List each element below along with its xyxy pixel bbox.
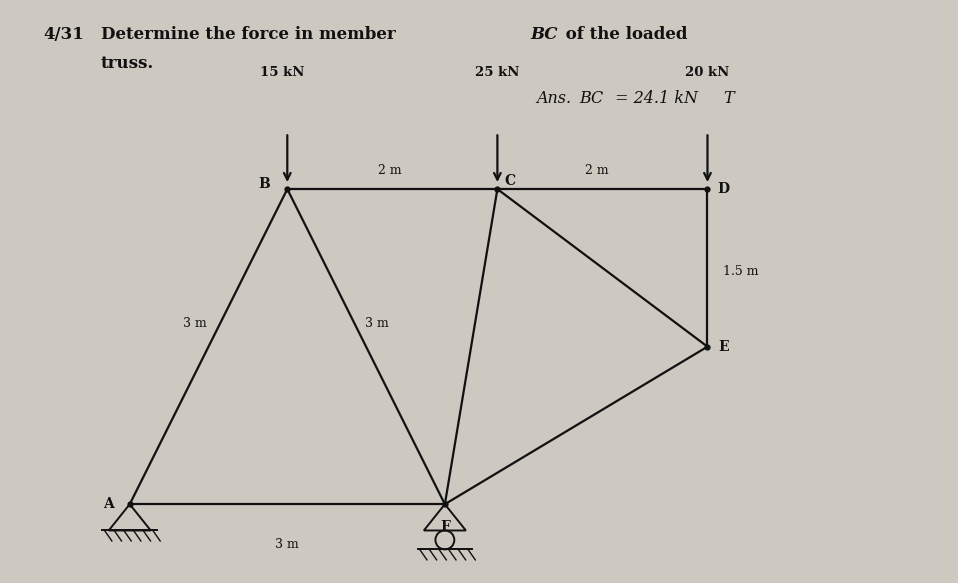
Text: D: D: [718, 182, 729, 196]
Text: truss.: truss.: [101, 55, 154, 72]
Text: 2 m: 2 m: [585, 164, 609, 177]
Text: E: E: [718, 340, 728, 354]
Text: BC: BC: [531, 26, 559, 43]
Text: 15 kN: 15 kN: [260, 66, 305, 79]
Text: 3 m: 3 m: [183, 317, 207, 330]
Text: F: F: [440, 520, 450, 535]
Text: 3 m: 3 m: [365, 317, 388, 330]
Text: 1.5 m: 1.5 m: [723, 265, 759, 278]
Text: B: B: [259, 177, 270, 191]
Text: Ans.: Ans.: [536, 90, 577, 107]
Text: BC: BC: [580, 90, 604, 107]
Text: of the loaded: of the loaded: [560, 26, 688, 43]
Text: 4/31: 4/31: [43, 26, 84, 43]
Text: 20 kN: 20 kN: [685, 66, 730, 79]
Text: A: A: [103, 497, 114, 511]
Text: C: C: [505, 174, 515, 188]
Text: T: T: [723, 90, 734, 107]
Text: 25 kN: 25 kN: [475, 66, 519, 79]
Text: 2 m: 2 m: [378, 164, 402, 177]
Text: 3 m: 3 m: [275, 538, 299, 550]
Text: Determine the force in member: Determine the force in member: [101, 26, 401, 43]
Text: = 24.1 kN: = 24.1 kN: [610, 90, 703, 107]
